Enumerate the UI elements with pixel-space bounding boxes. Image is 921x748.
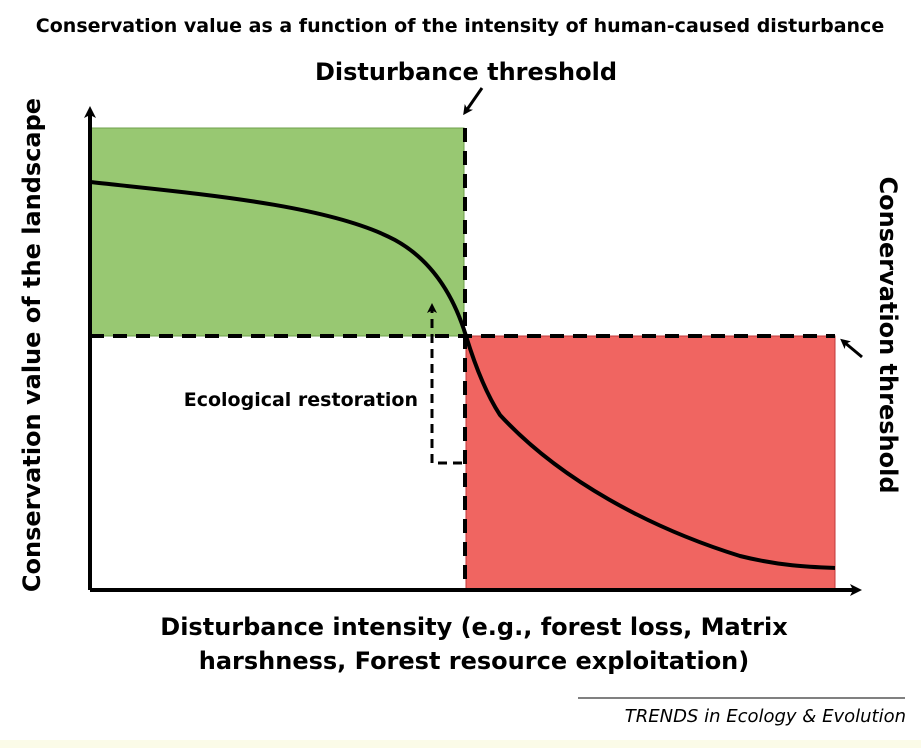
high-value-green-zone	[89, 127, 465, 337]
footer-strip	[0, 740, 921, 748]
ecological-restoration-path	[427, 303, 462, 465]
x-axis-label-line-1: Disturbance intensity (e.g., forest loss…	[160, 613, 788, 641]
ecological-restoration-label: Ecological restoration	[184, 389, 418, 411]
journal-footer-credit: TRENDS in Ecology & Evolution	[625, 706, 906, 727]
x-axis-label-line-2: harshness, Forest resource exploitation)	[199, 647, 750, 675]
figure-title: Conservation value as a function of the …	[36, 15, 884, 37]
conservation-threshold-pointer-arrow	[840, 338, 863, 359]
disturbance-threshold-pointer-arrow	[463, 87, 484, 116]
y-axis-label: Conservation value of the landscape	[18, 98, 46, 592]
low-value-red-zone	[465, 335, 836, 591]
conservation-value-curve	[89, 180, 836, 570]
conservation-threshold-label: Conservation threshold	[874, 177, 902, 494]
disturbance-threshold-label: Disturbance threshold	[315, 58, 617, 86]
